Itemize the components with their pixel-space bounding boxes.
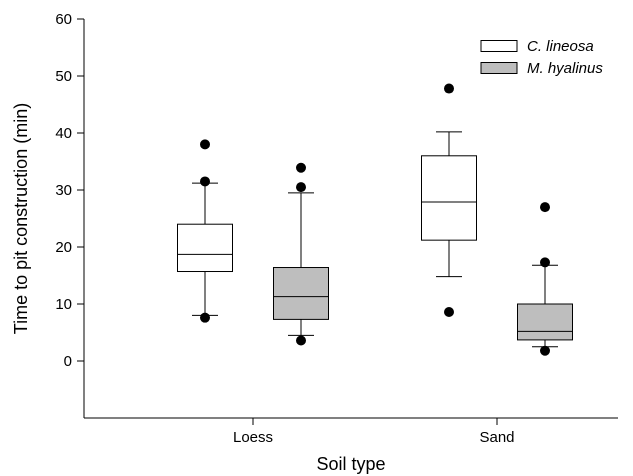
box-iqr: [273, 267, 329, 320]
outlier-point: [296, 162, 306, 173]
y-axis-title: Time to pit construction (min): [11, 103, 31, 334]
y-ticks: 0 10 20 30 40 50 60: [55, 11, 84, 370]
outlier-point: [200, 176, 210, 187]
legend-swatch: [480, 62, 518, 74]
outlier-point: [540, 257, 550, 268]
y-tick-label: 10: [55, 296, 72, 313]
box-iqr: [421, 155, 477, 241]
y-tick-label: 20: [55, 239, 72, 256]
x-ticks: Loess Sand: [233, 418, 515, 446]
legend: C. lineosa M. hyalinus: [480, 38, 603, 77]
box-c-lineosa-loess: [177, 139, 233, 323]
legend-label: C. lineosa: [527, 38, 594, 55]
y-tick-label: 50: [55, 68, 72, 85]
boxes: [177, 83, 573, 356]
outlier-point: [540, 202, 550, 213]
y-tick-label: 30: [55, 182, 72, 199]
box-iqr: [177, 223, 233, 273]
outlier-point: [444, 83, 454, 94]
box-m-hyalinus-loess: [273, 162, 329, 346]
legend-label: M. hyalinus: [527, 60, 603, 77]
outlier-point: [444, 306, 454, 317]
outlier-point: [200, 139, 210, 150]
outlier-point: [540, 345, 550, 356]
outlier-point: [296, 182, 306, 193]
y-tick-label: 40: [55, 125, 72, 142]
box-iqr: [517, 303, 573, 341]
outlier-point: [200, 312, 210, 323]
box-m-hyalinus-sand: [517, 202, 573, 356]
outlier-point: [296, 335, 306, 346]
x-axis-title: Soil type: [316, 454, 385, 474]
legend-swatch: [480, 40, 518, 52]
y-tick-label: 0: [64, 353, 72, 370]
x-tick-label: Loess: [233, 429, 273, 446]
box-c-lineosa-sand: [421, 83, 477, 317]
axes: [83, 19, 618, 419]
x-tick-label: Sand: [479, 429, 514, 446]
y-tick-label: 60: [55, 11, 72, 28]
